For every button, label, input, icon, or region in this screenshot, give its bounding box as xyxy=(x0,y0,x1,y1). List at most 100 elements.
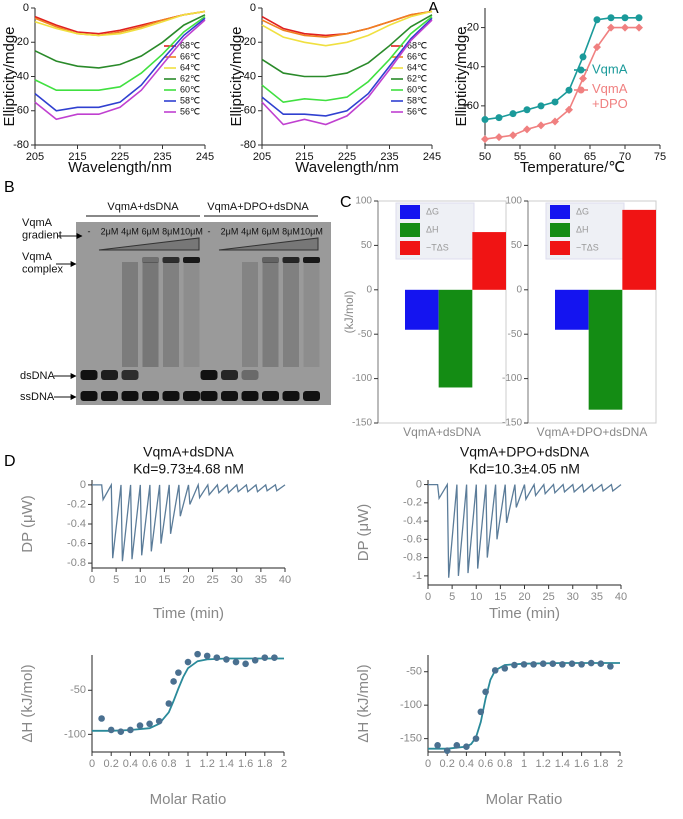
gel-band xyxy=(121,370,139,380)
x-tick-label: 205 xyxy=(253,151,271,163)
x-tick-label: 0 xyxy=(89,574,95,586)
series-line xyxy=(261,14,433,78)
x-tick-label: 245 xyxy=(423,151,441,163)
y-tick-label: -0.6 xyxy=(67,537,86,549)
point xyxy=(223,656,230,663)
marker xyxy=(537,102,545,110)
y-tick-label: -1 xyxy=(412,570,422,582)
point xyxy=(539,660,547,667)
y-tick-label: -60 xyxy=(463,100,479,112)
marker xyxy=(565,105,573,114)
marker xyxy=(635,14,643,22)
x-tick-label: 10 xyxy=(470,591,482,603)
gradient-wedge xyxy=(98,237,200,251)
series-line xyxy=(261,15,433,104)
point xyxy=(463,743,470,750)
gel-band xyxy=(183,257,200,263)
x-axis-label: Molar Ratio xyxy=(150,791,227,808)
gel-band xyxy=(162,391,180,401)
gel-label: dsDNA xyxy=(20,370,56,382)
chart-title: VqmA+dsDNA xyxy=(143,444,234,460)
point xyxy=(165,700,173,707)
y-tick-label: -50 xyxy=(70,684,86,696)
x-tick-label: 1.2 xyxy=(536,758,551,770)
point xyxy=(530,661,537,668)
x-tick-label: 225 xyxy=(338,151,356,163)
y-tick-label: -80 xyxy=(13,139,29,151)
y-axis-label: (kJ/mol) xyxy=(342,291,356,334)
x-tick-label: 235 xyxy=(380,151,398,163)
chart-title: VqmA+DPO+dsDNA xyxy=(460,444,590,460)
x-tick-label: 205 xyxy=(26,151,44,163)
x-tick-label: 75 xyxy=(654,151,666,163)
bar xyxy=(438,289,473,388)
legend-swatch xyxy=(400,241,420,255)
x-tick-label: 20 xyxy=(182,574,194,586)
y-axis-label: DP (μW) xyxy=(19,495,36,553)
legend-label: 56℃ xyxy=(407,106,427,116)
point xyxy=(271,654,278,661)
gel-smear xyxy=(283,262,299,367)
legend-marker xyxy=(577,66,585,74)
marker xyxy=(551,117,559,126)
x-axis-label: Wavelength/nm xyxy=(295,159,399,176)
point xyxy=(587,659,595,667)
x-tick-label: 15 xyxy=(158,574,170,586)
legend-label: 58℃ xyxy=(180,95,200,105)
x-tick-label: 2 xyxy=(281,758,287,770)
x-tick-label: 5 xyxy=(449,591,455,603)
point xyxy=(232,658,240,666)
x-tick-label: 1.8 xyxy=(257,758,272,770)
series-line xyxy=(34,10,206,35)
gel-smear xyxy=(303,262,320,367)
marker xyxy=(523,106,531,114)
x-tick-label: 1.4 xyxy=(555,758,570,770)
gel-band xyxy=(200,370,218,380)
marker xyxy=(509,131,517,140)
legend-label: 66℃ xyxy=(407,51,427,61)
point xyxy=(184,658,192,666)
marker xyxy=(579,74,587,83)
fit-line xyxy=(92,657,284,732)
legend-label: VqmA +DPO xyxy=(592,81,628,111)
x-tick-label: 215 xyxy=(295,151,313,163)
marker xyxy=(635,23,643,32)
x-tick-label: 1.8 xyxy=(593,758,608,770)
series-line xyxy=(34,19,206,121)
y-tick-label: -150 xyxy=(400,733,422,745)
x-tick-label: 245 xyxy=(196,151,214,163)
y-tick-label: 100 xyxy=(505,196,522,207)
legend-label: ΔG xyxy=(576,206,589,216)
y-tick-label: 0 xyxy=(23,2,29,14)
gel-group-label: VqmA+DPO+dsDNA xyxy=(207,201,309,213)
x-tick-label: 30 xyxy=(567,591,579,603)
gel-band xyxy=(221,370,238,380)
gel-band xyxy=(282,257,300,263)
x-tick-label: 2 xyxy=(617,758,623,770)
gradient-wedge xyxy=(218,237,319,251)
x-axis-label: Temperature/℃ xyxy=(520,159,625,176)
bar xyxy=(555,289,589,330)
legend-label: 62℃ xyxy=(407,73,427,83)
series-line xyxy=(261,19,433,126)
x-tick-label: 5 xyxy=(113,574,119,586)
x-tick-label: 25 xyxy=(543,591,555,603)
lane-label: 6μM xyxy=(142,226,160,236)
point xyxy=(213,654,221,661)
legend-label: 64℃ xyxy=(180,62,200,72)
point xyxy=(155,717,163,725)
lane-label: - xyxy=(208,226,211,236)
y-tick-label: -0.4 xyxy=(403,515,422,527)
y-tick-label: -100 xyxy=(400,699,422,711)
gel-band xyxy=(142,391,159,401)
marker xyxy=(607,14,615,22)
y-axis-label: ΔH (kJ/mol) xyxy=(355,664,372,742)
y-axis-label: Ellipticity/mdge xyxy=(228,26,245,126)
lane-label: 10μM xyxy=(180,226,203,236)
point xyxy=(443,747,451,754)
point xyxy=(136,722,144,729)
x-tick-label: 40 xyxy=(615,591,627,603)
point xyxy=(261,654,269,661)
legend-label: 62℃ xyxy=(180,73,200,83)
panel-label: B xyxy=(4,179,15,196)
